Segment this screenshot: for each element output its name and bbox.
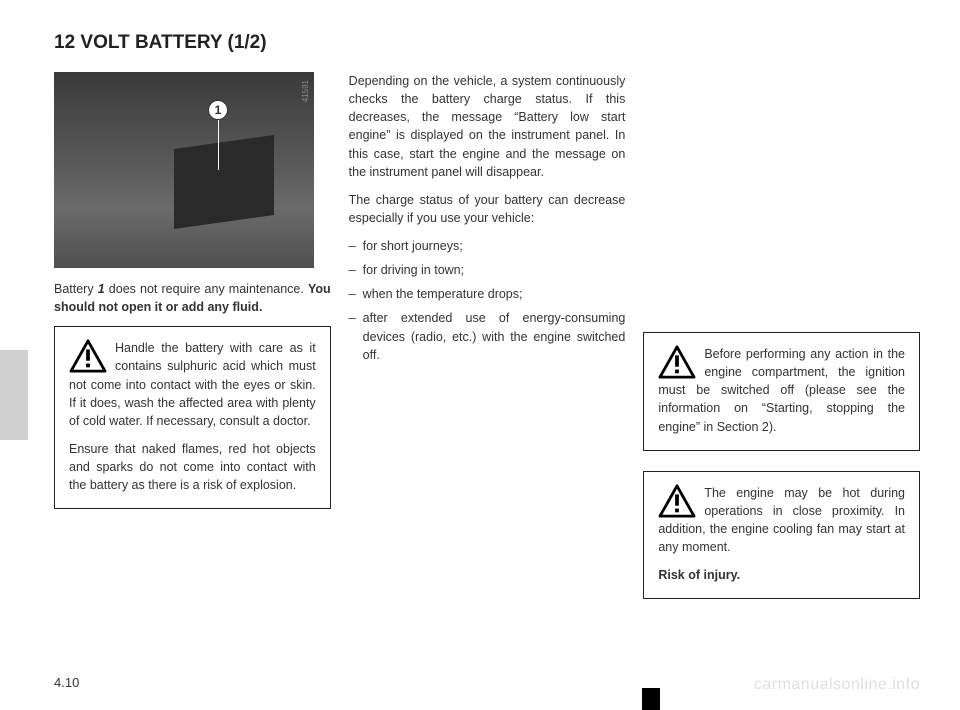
warning-icon: [69, 339, 107, 373]
list-item: for short journeys;: [349, 237, 626, 255]
list-item: for driving in town;: [349, 261, 626, 279]
system-check-text: Depending on the vehicle, a system conti…: [349, 72, 626, 181]
content-columns: 41591 1 Battery 1 does not require any m…: [54, 72, 920, 619]
battery-photo-wrap: 41591 1: [54, 72, 314, 268]
page-title: 12 VOLT BATTERY (1/2): [54, 32, 920, 54]
warning-box-hot-engine: The engine may be hot during operations …: [643, 471, 920, 600]
footer-black-tab: [642, 688, 660, 710]
warning-icon: [658, 345, 696, 379]
decrease-list: for short journeys; for driving in town;…: [349, 237, 626, 364]
list-item: when the temperature drops;: [349, 285, 626, 303]
intro-text: Battery 1 does not require any maintenan…: [54, 280, 331, 316]
title-part: (1/2): [228, 32, 267, 53]
risk-label: Risk of injury.: [658, 566, 905, 584]
battery-photo: [54, 72, 314, 268]
warning-acid-p2: Ensure that naked flames, red hot object…: [69, 440, 316, 494]
intro-after: does not require any maintenance.: [105, 282, 308, 296]
warning-box-acid: Handle the battery with care as it conta…: [54, 326, 331, 509]
callout-line: [218, 120, 219, 170]
charge-decrease-intro: The charge status of your battery can de…: [349, 191, 626, 227]
watermark: carmanualsonline.info: [754, 676, 920, 694]
title-main: 12 VOLT BATTERY: [54, 32, 228, 53]
manual-page: 12 VOLT BATTERY (1/2) 41591 1 Battery 1 …: [0, 0, 960, 710]
warning-icon: [658, 484, 696, 518]
page-number: 4.10: [54, 675, 79, 690]
intro-ref: 1: [98, 282, 105, 296]
photo-id: 41591: [301, 80, 310, 102]
intro-before: Battery: [54, 282, 98, 296]
column-3: Before performing any action in the engi…: [643, 72, 920, 619]
warning-box-ignition: Before performing any action in the engi…: [643, 332, 920, 451]
column-1: 41591 1 Battery 1 does not require any m…: [54, 72, 331, 619]
column-2: Depending on the vehicle, a system conti…: [349, 72, 626, 619]
column-3-spacer: [643, 72, 920, 332]
callout-number: 1: [208, 100, 228, 120]
list-item: after extended use of energy-consuming d…: [349, 309, 626, 363]
